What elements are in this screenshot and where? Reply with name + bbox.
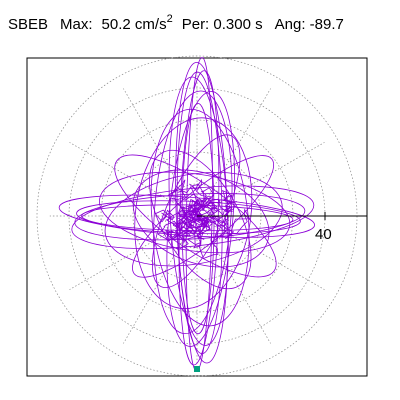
- amplitude-tick-label: 40: [315, 226, 332, 243]
- orbit-loop-ew-4: [74, 193, 306, 241]
- period-value: 0.300 s: [213, 16, 263, 33]
- max-value: 50.2: [101, 16, 131, 33]
- orbit-loop-ns-8: [134, 117, 253, 310]
- particle-motion-traces: [58, 57, 315, 372]
- plot-title: SBEB Max: 50.2 cm/s2 Per: 0.300 s Ang: -89.7: [8, 13, 344, 34]
- period-label: Per:: [181, 16, 210, 33]
- max-unit: cm/s: [134, 16, 167, 33]
- orbit-loop-ns-6: [166, 91, 235, 347]
- max-unit-exponent: 2: [166, 13, 173, 25]
- angle-value: -89.7: [309, 16, 344, 33]
- orbit-loop-ew-0: [58, 194, 315, 238]
- orbit-loop-ns-3: [153, 90, 233, 335]
- orbit-core-scribble: [154, 178, 251, 260]
- orbit-loop-oblique-2: [149, 149, 252, 290]
- orbit-loop-ew-5: [104, 171, 283, 267]
- max-label: Max:: [60, 16, 93, 33]
- orbit-loop-oblique-3: [151, 134, 241, 289]
- orbit-loop-oblique-4: [132, 169, 270, 268]
- angle-label: Ang:: [274, 16, 306, 33]
- amplitude-axis: 40: [197, 212, 367, 243]
- plot-frame: [26, 57, 368, 377]
- orbit-loop-oblique-0: [114, 154, 277, 278]
- station-code: SBEB: [8, 16, 49, 33]
- north-marker: [194, 366, 200, 372]
